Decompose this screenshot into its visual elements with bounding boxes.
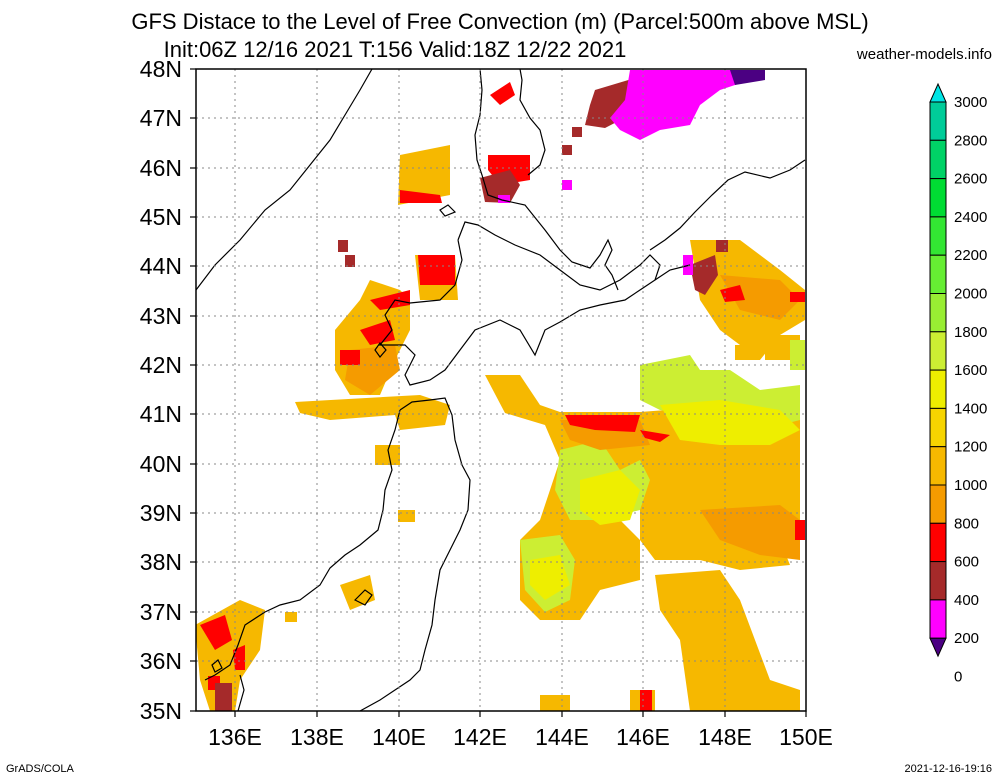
colorbar-label: 2200 (954, 247, 987, 264)
lon-label: 136E (208, 724, 262, 750)
colorbar-label: 2000 (954, 286, 987, 303)
lat-label: 41N (140, 401, 182, 427)
tick-marks (190, 68, 807, 717)
colorbar-segment (929, 522, 947, 563)
lon-label: 138E (290, 724, 344, 750)
lon-label: 144E (535, 724, 589, 750)
colorbar-label: 3000 (954, 94, 987, 111)
gridlines (196, 69, 806, 711)
colorbar-label: 1600 (954, 362, 987, 379)
colorbar-segment (929, 178, 947, 218)
colorbar-segment (929, 139, 947, 180)
field-1400m (530, 400, 800, 600)
colorbar-label: 2400 (954, 209, 987, 226)
lat-label: 44N (140, 253, 182, 279)
colorbar-segment (929, 216, 947, 256)
lat-label: 43N (140, 303, 182, 329)
lon-label: 150E (779, 724, 833, 750)
colorbar-segment (929, 446, 947, 486)
colorbar-segment (929, 369, 947, 409)
map-title: GFS Distace to the Level of Free Convect… (131, 9, 869, 34)
colorbar-label: 800 (954, 515, 979, 532)
colorbar-segment (929, 599, 947, 639)
colorbar: 3000280026002400220020001800160014001200… (929, 82, 987, 686)
map-subtitle: Init:06Z 12/16 2021 T:156 Valid:18Z 12/2… (163, 37, 627, 62)
site-credit: weather-models.info (856, 46, 992, 63)
colorbar-label: 200 (954, 630, 979, 647)
lat-label: 48N (140, 56, 182, 82)
field-200m (498, 70, 760, 275)
lat-label: 35N (140, 698, 182, 724)
colorbar-segment (929, 101, 947, 141)
plot-frame (195, 68, 807, 712)
colorbar-segment (929, 293, 947, 333)
colorbar-label: 0 (954, 669, 962, 686)
colorbar-label: 2800 (954, 132, 987, 149)
colorbar-segment (929, 484, 947, 524)
lon-label: 140E (372, 724, 426, 750)
colorbar-label: 600 (954, 554, 979, 571)
field-0m (730, 70, 765, 85)
lat-label: 36N (140, 648, 182, 674)
lat-label: 46N (140, 155, 182, 181)
lat-label: 47N (140, 105, 182, 131)
lfc-field (196, 70, 805, 711)
colorbar-label: 2600 (954, 171, 987, 188)
colorbar-label: 1800 (954, 324, 987, 341)
colorbar-min-arrow (929, 637, 947, 658)
colorbar-segment (929, 407, 947, 448)
lat-label: 39N (140, 500, 182, 526)
lon-label: 142E (453, 724, 507, 750)
lat-axis-labels: 48N 47N 46N 45N 44N 43N 42N 41N 40N 39N … (140, 56, 182, 724)
colorbar-segment (929, 561, 947, 601)
lon-label: 148E (698, 724, 752, 750)
coastline (196, 69, 806, 711)
lat-label: 45N (140, 204, 182, 230)
lon-axis-labels: 136E 138E 140E 142E 144E 146E 148E 150E (208, 724, 833, 750)
lat-label: 40N (140, 451, 182, 477)
colorbar-label: 1200 (954, 439, 987, 456)
lat-label: 42N (140, 352, 182, 378)
colorbar-label: 1000 (954, 477, 987, 494)
colorbar-label: 400 (954, 592, 979, 609)
lat-label: 37N (140, 599, 182, 625)
colorbar-segment (929, 331, 947, 371)
colorbar-segment (929, 254, 947, 294)
colorbar-label: 1400 (954, 400, 987, 417)
colorbar-max-arrow (929, 82, 947, 103)
generated-timestamp: 2021-12-16-19:16 (904, 763, 992, 775)
lon-label: 146E (616, 724, 670, 750)
software-credit: GrADS/COLA (6, 763, 74, 775)
lat-label: 38N (140, 549, 182, 575)
